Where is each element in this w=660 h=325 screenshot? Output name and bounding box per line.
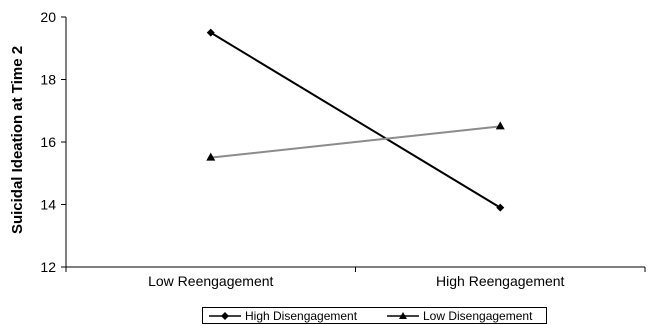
line-chart: Suicidal Ideation at Time 2 12 14 16 18 20 Lo… <box>9 9 646 289</box>
y-tick-label: 12 <box>40 259 56 275</box>
series-line-1 <box>210 125 501 159</box>
data-point-triangle <box>495 121 505 130</box>
y-tick-label: 16 <box>40 134 56 150</box>
y-tick-label: 20 <box>40 9 56 25</box>
legend: High Disengagement Low Disengagement <box>202 307 547 324</box>
y-tick-label: 14 <box>40 197 56 213</box>
legend-item-high-disengagement: High Disengagement <box>209 309 357 323</box>
x-tick-label: Low Reengagement <box>148 273 273 289</box>
x-tick-label: High Reengagement <box>436 273 565 289</box>
data-point-triangle <box>206 152 216 161</box>
legend-label-low-disengagement: Low Disengagement <box>423 309 533 323</box>
legend-line-triangle-icon <box>387 312 419 319</box>
y-axis-label: Suicidal Ideation at Time 2 <box>9 46 26 234</box>
series-line-0 <box>210 31 501 209</box>
y-tick-label: 18 <box>40 72 56 88</box>
legend-item-low-disengagement: Low Disengagement <box>387 309 532 323</box>
data-point-diamond <box>206 28 215 37</box>
legend-line-diamond-icon <box>209 312 241 320</box>
data-point-diamond <box>496 203 505 212</box>
legend-label-high-disengagement: High Disengagement <box>245 309 358 323</box>
